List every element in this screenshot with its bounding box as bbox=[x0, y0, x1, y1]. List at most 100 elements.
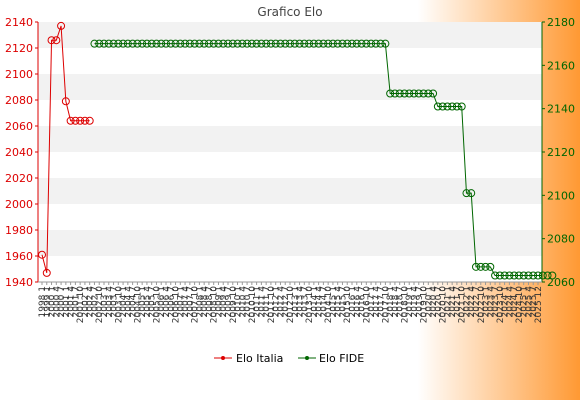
point-elo-fide bbox=[543, 271, 552, 280]
x-tick-label: 2003 4 bbox=[105, 286, 115, 318]
legend-label-fide: Elo FIDE bbox=[319, 352, 364, 365]
x-tick-label: 2021 1 bbox=[443, 286, 453, 318]
point-elo-fide bbox=[328, 39, 337, 48]
point-elo-fide bbox=[309, 39, 318, 48]
x-tick-label: 2005 4 bbox=[143, 286, 153, 318]
point-elo-fide bbox=[481, 262, 490, 271]
left-tick-label: 2000 bbox=[5, 198, 33, 211]
x-tick-label: 2002 4 bbox=[86, 286, 96, 318]
point-elo-fide bbox=[295, 39, 304, 48]
grid-bands bbox=[38, 22, 542, 282]
x-tick-label: 2023 10 bbox=[496, 286, 506, 323]
x-tick-label: 2021 10 bbox=[458, 286, 468, 323]
point-elo-fide bbox=[204, 39, 213, 48]
point-elo-fide bbox=[324, 39, 333, 48]
point-elo-fide bbox=[233, 39, 242, 48]
x-tick-label: 1998 1 bbox=[38, 286, 48, 318]
left-tick-label: 2040 bbox=[5, 146, 33, 159]
legend-box bbox=[210, 347, 372, 369]
x-tick-label: 2007 7 bbox=[186, 286, 196, 318]
legend-marker-italia bbox=[221, 356, 225, 360]
point-elo-italia bbox=[61, 97, 70, 106]
series-line-elo-fide bbox=[94, 43, 542, 276]
x-tick-label: 2009 4 bbox=[219, 286, 229, 318]
point-elo-fide bbox=[114, 39, 123, 48]
x-tick-label: 2001 1 bbox=[62, 286, 72, 318]
point-elo-fide bbox=[286, 39, 294, 48]
x-tick-label: 2012 10 bbox=[286, 286, 296, 323]
x-tick-label: 2015 4 bbox=[334, 286, 344, 318]
x-tick-label: 2025 4 bbox=[524, 286, 534, 318]
grid-band bbox=[38, 100, 542, 126]
point-elo-fide bbox=[352, 39, 361, 48]
x-tick-label: 2005 10 bbox=[152, 286, 162, 323]
right-tick-label: 2180 bbox=[547, 16, 575, 29]
point-elo-fide bbox=[452, 102, 461, 111]
x-tick-label: 2023 1 bbox=[482, 286, 492, 318]
grid-band bbox=[38, 74, 542, 100]
left-axis-ticks: 1940 1960 1980 2000 2020 2040 2060 2080 2100 2120… bbox=[5, 16, 38, 289]
x-tick-label: 2002 1 bbox=[81, 286, 91, 318]
point-elo-fide bbox=[529, 271, 538, 280]
point-elo-fide bbox=[224, 39, 232, 48]
point-elo-fide bbox=[410, 89, 418, 98]
x-tick-label: 2015 7 bbox=[338, 286, 348, 318]
grid-band bbox=[38, 230, 542, 256]
x-tick-label: 2004 1 bbox=[119, 286, 129, 318]
point-elo-fide bbox=[395, 89, 404, 98]
x-tick-label: 2011 10 bbox=[267, 286, 277, 323]
x-tick-label: 2012 7 bbox=[281, 286, 291, 318]
point-elo-fide bbox=[491, 271, 500, 280]
x-tick-label: 2022 7 bbox=[472, 286, 482, 318]
point-elo-fide bbox=[414, 89, 423, 98]
point-elo-fide bbox=[119, 39, 128, 48]
x-tick-label: 2018 4 bbox=[391, 286, 401, 318]
x-tick-label: 2020 10 bbox=[439, 286, 449, 323]
x-tick-label: 2021 7 bbox=[453, 286, 463, 318]
grid-band bbox=[38, 178, 542, 204]
x-tick-label: 2001 4 bbox=[67, 286, 77, 318]
point-elo-fide bbox=[381, 39, 390, 48]
point-elo-fide bbox=[386, 89, 395, 98]
point-elo-fide bbox=[166, 39, 175, 48]
x-tick-label: 2000 7 bbox=[57, 286, 67, 318]
point-elo-fide bbox=[100, 39, 108, 48]
point-elo-italia bbox=[42, 268, 51, 277]
x-tick-label: 2019 7 bbox=[415, 286, 425, 318]
x-tick-label: 2021 4 bbox=[448, 286, 458, 318]
x-tick-label: 2024 7 bbox=[510, 286, 520, 318]
x-tick-label: 2018 10 bbox=[400, 286, 410, 323]
x-tick-label: 2005 1 bbox=[138, 286, 148, 318]
point-elo-fide bbox=[514, 271, 523, 280]
point-elo-fide bbox=[95, 39, 104, 48]
point-elo-fide bbox=[467, 189, 476, 198]
x-tick-label: 2019 10 bbox=[420, 286, 430, 323]
point-elo-italia bbox=[47, 36, 56, 45]
x-tick-label: 2023 7 bbox=[491, 286, 501, 318]
right-tick-label: 2140 bbox=[547, 103, 575, 116]
point-elo-fide bbox=[433, 102, 442, 111]
x-tick-label: 2010 7 bbox=[243, 286, 253, 318]
left-tick-label: 2080 bbox=[5, 94, 33, 107]
x-tick-label: 2013 7 bbox=[300, 286, 310, 318]
left-tick-label: 2140 bbox=[5, 16, 33, 29]
x-tick-label: 2010 1 bbox=[234, 286, 244, 318]
point-elo-fide bbox=[534, 271, 542, 280]
point-elo-fide bbox=[219, 39, 228, 48]
x-tick-label: 2010 4 bbox=[238, 286, 248, 318]
left-tick-label: 1980 bbox=[5, 224, 33, 237]
left-tick-label: 1940 bbox=[5, 276, 33, 289]
x-tick-label: 2014 7 bbox=[319, 286, 329, 318]
x-tick-label: 2009 7 bbox=[224, 286, 234, 318]
point-elo-fide bbox=[362, 39, 371, 48]
x-tick-label: 2012 4 bbox=[276, 286, 286, 318]
point-elo-fide bbox=[538, 271, 547, 280]
point-elo-fide bbox=[195, 39, 204, 48]
grid-band bbox=[38, 256, 542, 282]
x-tick-label: 1999 1 bbox=[43, 286, 53, 318]
point-elo-fide bbox=[209, 39, 218, 48]
point-elo-fide bbox=[448, 102, 457, 111]
x-tick-label: 2004 4 bbox=[124, 286, 134, 318]
